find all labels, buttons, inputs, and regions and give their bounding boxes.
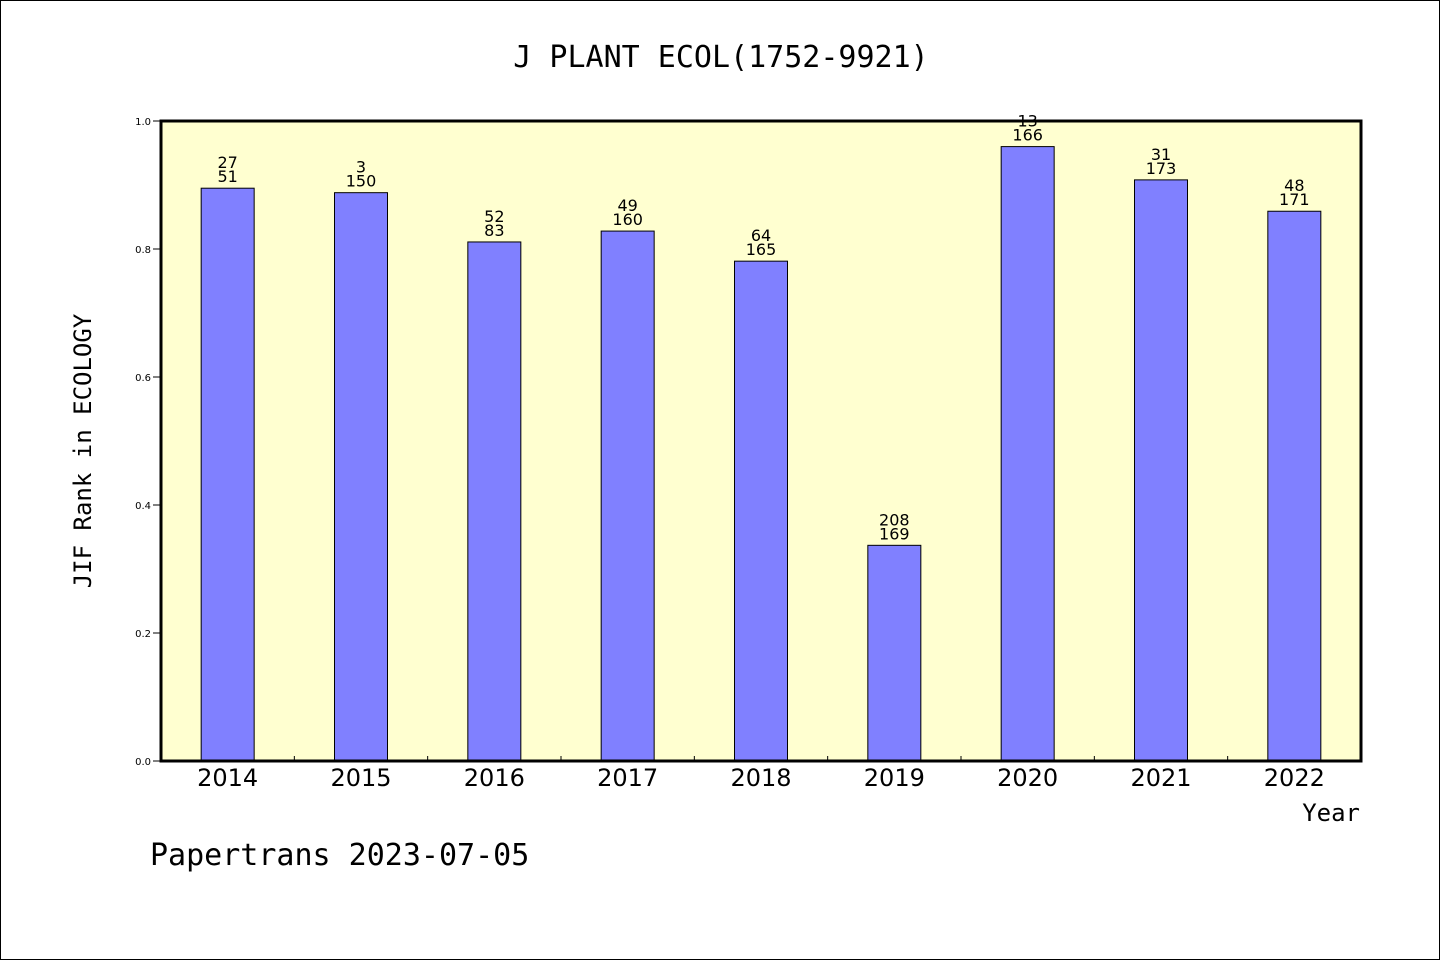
x-tick-label-2019: 2019 <box>864 764 925 792</box>
x-axis-label: Year <box>1302 799 1360 827</box>
bar-label-top-2015: 3 <box>356 158 366 177</box>
bar-2014 <box>200 187 255 762</box>
y-tick-label: 1.0 <box>135 117 151 128</box>
x-tick-label-2017: 2017 <box>597 764 658 792</box>
bar-label-bottom-2018: 165 <box>746 240 777 259</box>
bar-label-top-2017: 49 <box>617 196 637 215</box>
bar-label-bottom-2016: 83 <box>484 221 504 240</box>
bar-label-bottom-2020: 166 <box>1012 126 1043 145</box>
bar-label-bottom-2015: 150 <box>346 172 377 191</box>
x-tick-label-2016: 2016 <box>464 764 525 792</box>
bar-2020 <box>1000 146 1055 762</box>
bar-2016 <box>467 241 522 762</box>
y-tick-label: 0.6 <box>135 373 151 384</box>
y-axis-label: JIF Rank in ECOLOGY <box>69 313 97 588</box>
bar-label-bottom-2017: 160 <box>612 210 643 229</box>
bar-label-top-2018: 64 <box>751 226 771 245</box>
y-axis: 0.0 0.2 0.4 0.6 0.8 1.0 <box>135 117 161 768</box>
bar-2018 <box>734 260 788 762</box>
bar-label-top-2014: 27 <box>217 153 237 172</box>
x-tick-label-2020: 2020 <box>997 764 1058 792</box>
bars-group <box>200 146 1322 762</box>
bar-label-top-2016: 52 <box>484 207 504 226</box>
bar-2021 <box>1134 179 1188 762</box>
x-axis: 2014 2015 2016 2017 2018 2019 2020 2021 2022 <box>197 756 1325 792</box>
x-tick-label-2018: 2018 <box>730 764 791 792</box>
footer-credit: Papertrans 2023-07-05 <box>150 838 529 873</box>
bar-label-bottom-2021: 173 <box>1146 159 1177 178</box>
bar-2017 <box>600 230 655 762</box>
plot-border <box>159 119 1363 763</box>
y-tick-label: 0.0 <box>135 757 151 768</box>
bar-label-top-2019: 208 <box>879 510 910 529</box>
bar-label-bottom-2014: 51 <box>217 167 237 186</box>
bar-label-bottom-2022: 171 <box>1279 190 1310 209</box>
bar-2019 <box>867 544 922 762</box>
x-tick-label-2021: 2021 <box>1130 764 1191 792</box>
y-tick-label: 0.4 <box>135 501 151 512</box>
x-tick-label-2022: 2022 <box>1264 764 1325 792</box>
bar-label-bottom-2019: 169 <box>879 524 910 543</box>
chart-title: J PLANT ECOL(1752-9921) <box>513 40 928 75</box>
y-tick-label: 0.2 <box>135 629 151 640</box>
bar-2015 <box>334 192 388 762</box>
x-tick-label-2015: 2015 <box>330 764 391 792</box>
bar-2022 <box>1267 210 1322 762</box>
x-tick-label-2014: 2014 <box>197 764 258 792</box>
y-tick-label: 0.8 <box>135 245 151 256</box>
bar-label-top-2022: 48 <box>1284 176 1304 195</box>
bar-label-top-2021: 31 <box>1151 145 1171 164</box>
